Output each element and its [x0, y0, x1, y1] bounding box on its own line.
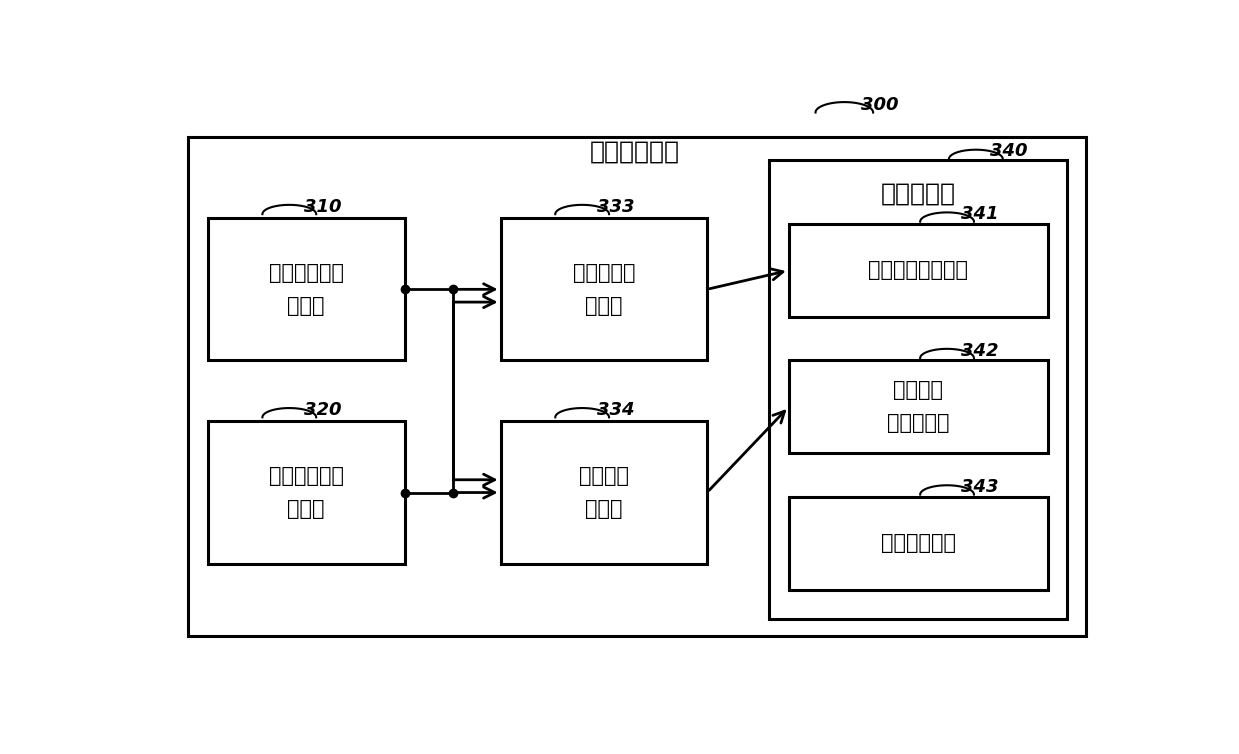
Text: 340: 340 [990, 143, 1028, 161]
Text: 非选择性
希氏束捕获: 非选择性 希氏束捕获 [887, 381, 949, 434]
Bar [208, 421, 404, 564]
Text: 远场心脏活动
检测器: 远场心脏活动 检测器 [269, 466, 343, 519]
Text: 心肌反应
检测器: 心肌反应 检测器 [579, 466, 628, 519]
Text: 320: 320 [304, 401, 341, 418]
Text: 选择性希氏束捕获: 选择性希氏束捕获 [869, 260, 968, 280]
Bar [188, 137, 1087, 636]
Text: 333: 333 [597, 198, 634, 216]
Text: 分类器电路: 分类器电路 [881, 182, 955, 206]
Text: 希氏束旁捕获: 希氏束旁捕获 [881, 533, 955, 553]
Bar [501, 218, 707, 360]
Text: 近场心脏活动
检测器: 近场心脏活动 检测器 [269, 263, 343, 316]
Text: 342: 342 [961, 342, 999, 360]
Text: 341: 341 [961, 205, 999, 223]
Bar [769, 160, 1067, 619]
Bar [789, 497, 1048, 590]
Text: 捕获验证电路: 捕获验证电路 [590, 139, 680, 164]
Bar [789, 224, 1048, 317]
Text: 343: 343 [961, 478, 999, 496]
Bar [501, 421, 707, 564]
Bar [789, 360, 1048, 453]
Text: 334: 334 [597, 401, 634, 418]
Text: 310: 310 [304, 198, 341, 216]
Text: 希氏束反应
检测器: 希氏束反应 检测器 [572, 263, 636, 316]
Text: 300: 300 [861, 96, 898, 114]
Bar [208, 218, 404, 360]
